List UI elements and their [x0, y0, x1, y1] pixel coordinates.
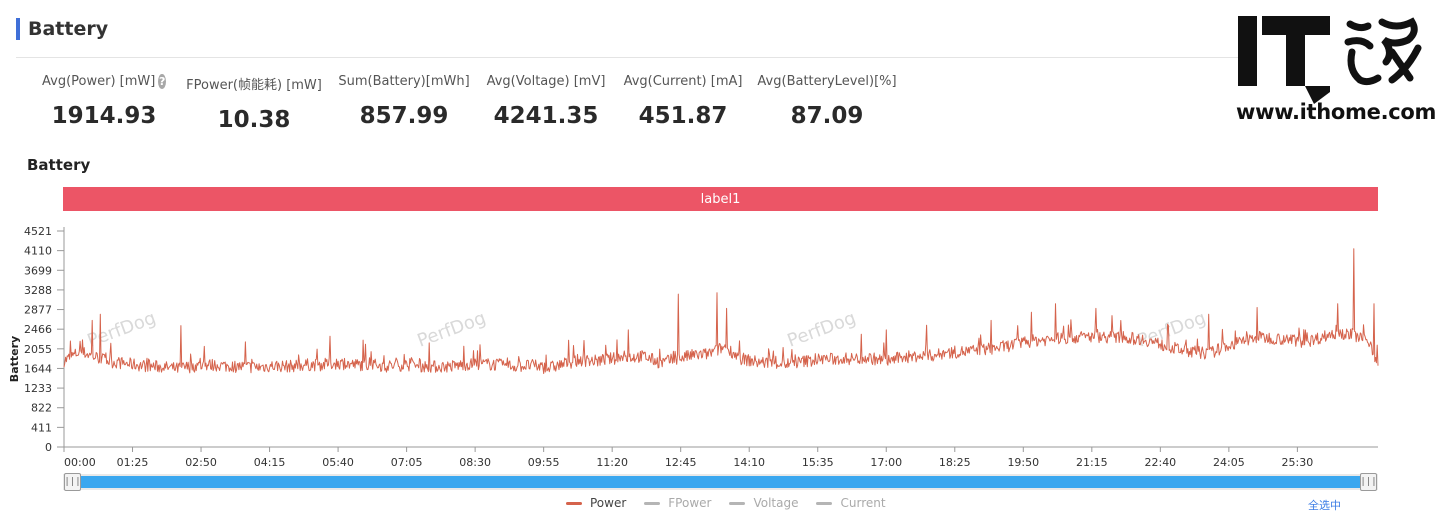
zoom-slider-left-handle[interactable]: |||: [64, 473, 81, 491]
x-tick-label: 18:25: [939, 456, 971, 469]
y-axis-label: Battery: [8, 336, 21, 382]
stat-avg-current: Avg(Current) [mA] 451.87: [623, 74, 743, 129]
stat-value: 87.09: [790, 103, 864, 129]
stat-sum-battery: Sum(Battery)[mWh] 857.99: [338, 74, 470, 129]
legend-item-power[interactable]: Power: [566, 496, 626, 510]
x-tick-label: 05:40: [322, 456, 354, 469]
y-tick-label: 1644: [24, 362, 52, 375]
section-title: Battery: [28, 18, 109, 40]
x-tick-label: 21:15: [1076, 456, 1108, 469]
x-tick-label: 17:00: [870, 456, 902, 469]
stat-value: 451.87: [638, 103, 728, 129]
label-band: label1: [63, 187, 1378, 211]
y-tick-label: 822: [31, 402, 52, 415]
stat-value: 4241.35: [493, 103, 599, 129]
x-tick-label: 07:05: [391, 456, 423, 469]
x-tick-label: 25:30: [1282, 456, 1314, 469]
zoom-slider-range[interactable]: [74, 476, 1368, 488]
series-group: [63, 248, 1379, 374]
stat-avg-voltage: Avg(Voltage) [mV] 4241.35: [486, 74, 606, 129]
watermark-text: PerfDog: [785, 308, 859, 352]
x-tick-label: 19:50: [1007, 456, 1039, 469]
series-line-power: [63, 248, 1379, 374]
legend-swatch: [729, 501, 746, 505]
zoom-slider-right-handle[interactable]: |||: [1360, 473, 1377, 491]
x-axis: 00:00 01:25 02:50 04:15 05:40 07:05 08:30 09:55…: [63, 446, 1378, 469]
legend-item-voltage[interactable]: Voltage: [729, 496, 798, 510]
x-tick-label: 01:25: [117, 456, 149, 469]
y-tick-label: 1233: [24, 382, 52, 395]
section-header: Battery: [16, 14, 108, 44]
x-tick-label: 22:40: [1144, 456, 1176, 469]
y-tick-label: 4521: [24, 225, 52, 238]
y-tick-label: 411: [31, 421, 52, 434]
legend-label: Power: [590, 496, 627, 510]
y-tick-label: 3699: [24, 264, 52, 277]
y-tick-label: 2877: [24, 304, 52, 317]
section-accent-bar: [16, 18, 20, 40]
x-tick-label: 02:50: [185, 456, 217, 469]
ithome-logo: [1238, 16, 1422, 104]
stat-fpower: FPower(帧能耗) [mW] 10.38: [186, 74, 322, 133]
stat-label: Avg(Voltage) [mV]: [486, 74, 606, 89]
y-tick-label: 2466: [24, 323, 52, 336]
stat-avg-battery-level: Avg(BatteryLevel)[%] 87.09: [757, 74, 897, 129]
battery-chart: PerfDog PerfDog PerfDog PerfDog 04118221233…: [8, 225, 1379, 469]
legend-swatch: [644, 501, 661, 505]
legend-item-fpower[interactable]: FPower: [644, 496, 711, 510]
stat-label: Sum(Battery)[mWh]: [338, 74, 470, 89]
stat-label: FPower(帧能耗) [mW]: [186, 78, 322, 93]
legend-swatch: [816, 501, 833, 505]
x-tick-label: 00:00: [64, 456, 96, 469]
stat-label: Avg(Current) [mA]: [623, 74, 743, 89]
y-tick-label: 2055: [24, 343, 52, 356]
stat-value: 10.38: [217, 107, 291, 133]
stat-label: Avg(BatteryLevel)[%]: [757, 74, 897, 89]
select-all-link[interactable]: 全选中: [1308, 499, 1341, 512]
y-axis: 0 411 822 1233 1644 2055 2466 2877 3288 3699 4110 4…: [24, 225, 65, 454]
legend-swatch: [566, 501, 582, 505]
x-tick-label: 08:30: [459, 456, 491, 469]
help-icon[interactable]: ?: [158, 74, 166, 89]
watermarks: PerfDog PerfDog PerfDog PerfDog: [85, 308, 1209, 352]
watermark-text: PerfDog: [85, 308, 159, 352]
stat-avg-power: Avg(Power) [mW] ? 1914.93: [42, 74, 166, 129]
legend-label: Current: [840, 496, 886, 510]
x-tick-label: 15:35: [802, 456, 834, 469]
chart-legend: Power FPower Voltage Current: [566, 496, 886, 510]
x-tick-label: 11:20: [596, 456, 628, 469]
x-tick-label: 09:55: [528, 456, 560, 469]
y-tick-label: 0: [45, 441, 52, 454]
y-tick-label: 3288: [24, 284, 52, 297]
legend-label: Voltage: [753, 496, 799, 510]
x-tick-label: 04:15: [254, 456, 286, 469]
x-tick-label: 12:45: [665, 456, 697, 469]
y-tick-label: 4110: [24, 245, 52, 258]
stat-value: 1914.93: [51, 103, 157, 129]
header-divider: [16, 57, 1240, 58]
logo-url: www.ithome.com: [1236, 100, 1437, 124]
x-tick-label: 14:10: [733, 456, 765, 469]
stat-label: Avg(Power) [mW]: [42, 74, 156, 89]
stat-value: 857.99: [359, 103, 449, 129]
legend-item-current[interactable]: Current: [816, 496, 886, 510]
watermark-text: PerfDog: [415, 308, 489, 352]
chart-title: Battery: [27, 156, 91, 174]
x-tick-label: 24:05: [1213, 456, 1245, 469]
legend-label: FPower: [668, 496, 712, 510]
